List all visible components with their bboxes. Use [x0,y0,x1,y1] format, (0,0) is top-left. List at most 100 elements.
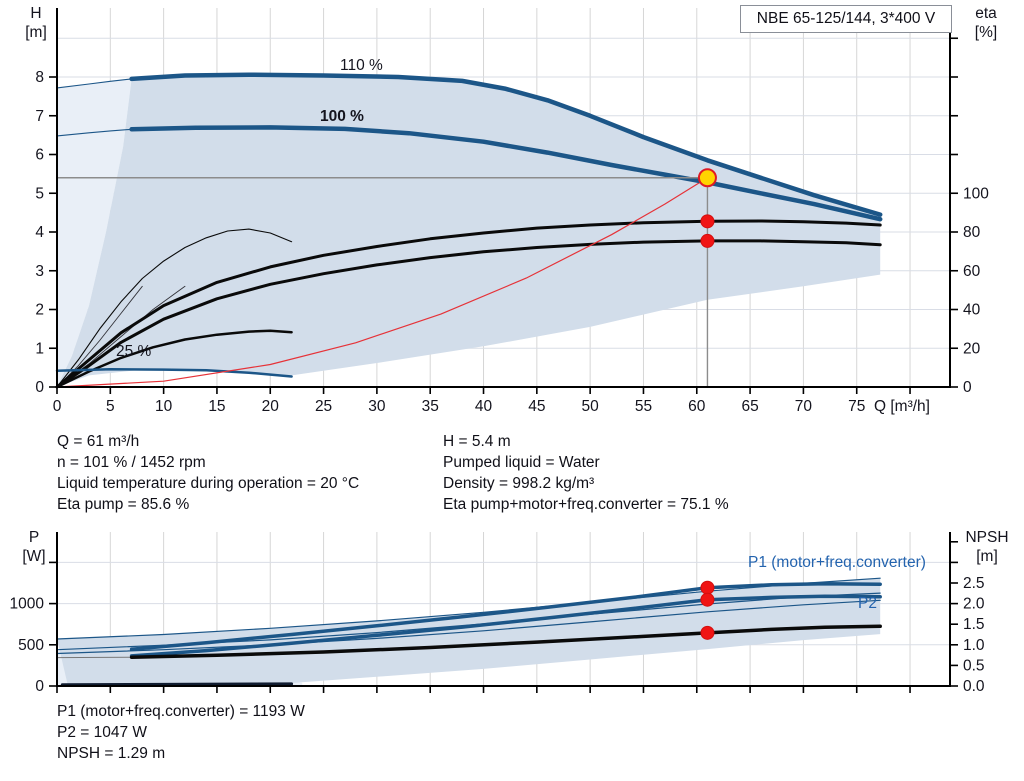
left-tick-label: 0 [35,379,44,396]
q-axis-title: Q [m³/h] [874,398,930,415]
x-tick-label: 5 [106,398,115,415]
right-tick-label: 60 [963,263,981,280]
npsh-curve [129,624,882,659]
markers [700,580,715,640]
duty-info-left: Q = 61 m³/h n = 101 % / 1452 rpm Liquid … [57,431,359,515]
series [56,577,882,687]
duty-speed-text: n = 101 % / 1452 rpm [57,454,206,471]
operating-envelope [57,74,881,387]
markers [697,168,717,248]
left-tick-label: 5 [35,185,44,202]
eta-pump-text: Eta pump = 85.6 % [57,496,190,513]
x-tick-label: 25 [315,398,332,415]
x-tick-label: 20 [262,398,280,415]
x-tick-label: 65 [741,398,758,415]
h-q-chart: 0 5 10 15 20 25 30 35 40 45 50 55 60 65 70 750123456780… [35,8,989,415]
right-tick-label: 40 [963,302,981,319]
npsh-axis-title-line2: [m] [976,548,998,565]
x-tick-label: 75 [848,398,865,415]
right-tick-label: 1.5 [963,616,985,633]
x-tick-label: 45 [528,398,545,415]
npsh-axis-title: NPSH [m] [960,528,1014,566]
density-text: Density = 998.2 kg/m³ [443,475,595,492]
left-tick-label: 7 [35,108,44,125]
h-axis-title-line1: H [30,5,42,22]
x-tick-label: 50 [582,398,600,415]
p2-point [700,592,715,607]
pumped-liquid-text: Pumped liquid = Water [443,454,600,471]
x-tick-label: 40 [475,398,493,415]
h-axis-title: H [m] [18,4,54,42]
liquid-temperature-text: Liquid temperature during operation = 20… [57,475,360,492]
series [55,72,883,389]
head-110 [129,72,883,217]
p1-curve-label: P1 (motor+freq.converter) [748,554,926,571]
p2-duty [129,594,882,658]
left-tick-label: 1000 [10,596,45,613]
p2-100 [56,599,881,655]
h-axis-title-line2: [m] [25,24,47,41]
p1-value-text: P1 (motor+freq.converter) = 1193 W [57,703,305,720]
right-tick-label: 2.5 [963,575,985,592]
x-tick-label: 15 [208,398,225,415]
p1-point [700,580,715,595]
right-tick-label: 1.0 [963,637,985,654]
x-tick-label: 60 [688,398,706,415]
p2-curve-label: P2 [858,595,877,612]
left-tick-label: 1 [35,340,44,357]
eta-pump [55,219,882,389]
p-axis-title: P [W] [14,528,54,566]
eta-pump-point [700,214,715,229]
npsh-axis-title-line1: NPSH [965,529,1009,546]
axes [56,8,951,388]
head-110-lead [56,78,133,89]
p-axis-title-line1: P [28,529,40,546]
left-tick-label: 2 [35,302,44,319]
x-tick-label: 30 [368,398,386,415]
left-tick-label: 0 [35,678,44,695]
right-tick-label: 0.0 [963,678,985,695]
eta-axis-title: eta [%] [964,4,1008,42]
head-100 [129,125,883,222]
left-tick-label: 500 [18,637,44,654]
eta-pump-motor-converter [55,239,882,389]
system-curve [56,177,708,388]
speed-110-label: 110 % [340,57,383,74]
duty-head-text: H = 5.4 m [443,433,511,450]
p1-duty [129,582,882,652]
left-tick-label: 4 [35,224,44,241]
axes [56,532,951,687]
power-info: P1 (motor+freq.converter) = 1193 W P2 = … [57,701,305,764]
eta-total-text: Eta pump+motor+freq.converter = 75.1 % [443,496,729,513]
head-25 [55,367,293,378]
operating-point-lines [57,177,709,387]
x-tick-label: 0 [53,398,62,415]
p-axis-title-line2: [W] [22,548,46,565]
pump-model-box: NBE 65-125/144, 3*400 V [740,5,952,33]
eta-total-25 [55,329,293,389]
right-tick-label: 0.5 [963,657,985,674]
left-tick-label: 3 [35,263,44,280]
eta-total-point [700,233,715,248]
fan-line-1 [56,285,143,388]
right-tick-label: 2.0 [963,596,985,613]
npsh-value-text: NPSH = 1.29 m [57,745,166,762]
allowed-area-pale [57,78,132,388]
ticks: 0 500 1000 0.0 0.5 1.0 1.5 2.0 2.5 [10,540,985,695]
duty-flow-text: Q = 61 m³/h [57,433,140,450]
left-tick-label: 8 [35,69,44,86]
x-tick-label: 35 [422,398,439,415]
right-tick-label: 0 [963,379,972,396]
npsh-point [700,625,715,640]
p2-value-text: P2 = 1047 W [57,724,148,741]
duty-info-right: H = 5.4 m Pumped liquid = Water Density … [443,431,729,515]
eta-pump-25 [56,228,293,388]
right-tick-label: 100 [963,185,989,202]
x-tick-label: 55 [635,398,652,415]
eta-axis-title-line1: eta [975,5,997,22]
speed-100-label: 100 % [320,108,364,125]
x-tick-label: 10 [155,398,173,415]
duty-point [697,168,717,188]
x-tick-label: 70 [795,398,813,415]
